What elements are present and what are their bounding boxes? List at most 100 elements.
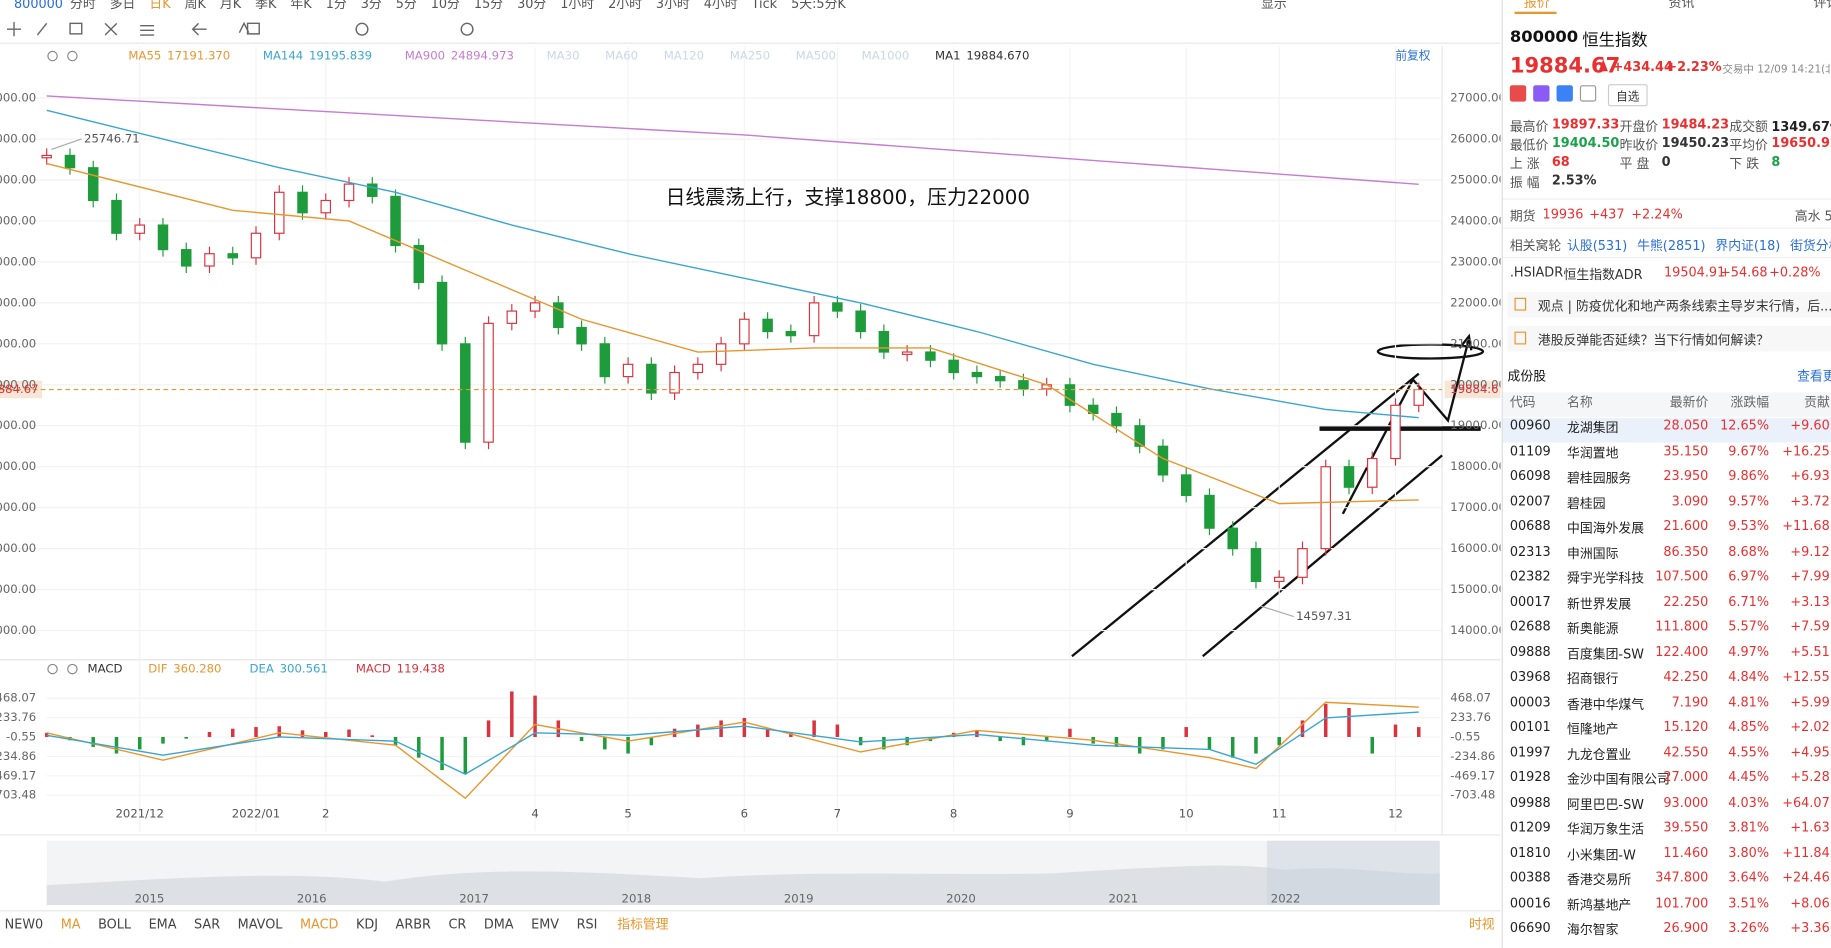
table-row[interactable]: 06690 海尔智家 26.900 3.26% +3.36 — [1503, 920, 1831, 945]
drawing-tools[interactable] — [7, 21, 474, 37]
indicator-tab[interactable]: MACD — [300, 917, 339, 932]
indicator-tab[interactable]: RSI — [577, 917, 598, 932]
table-row[interactable]: 06098 碧桂园服务 23.950 9.86% +6.93 — [1503, 468, 1831, 493]
tool-channel[interactable] — [140, 24, 155, 36]
panel-tab[interactable]: 评论 — [1813, 0, 1831, 11]
macd-bar — [1184, 727, 1188, 737]
tool-rect[interactable] — [69, 22, 83, 35]
news-item[interactable]: 观点 | 防疫优化和地产两条线索主导岁末行情，后... — [1507, 291, 1831, 318]
settings-icon[interactable] — [47, 663, 58, 675]
period-tab[interactable]: 15分 — [474, 0, 503, 12]
tool-text[interactable] — [238, 21, 260, 35]
legend-name-hidden[interactable]: MA120 — [664, 49, 704, 63]
indicator-tab[interactable]: DMA — [484, 917, 514, 932]
table-row[interactable]: 02007 碧桂园 3.090 9.57% +3.72 — [1503, 493, 1831, 518]
table-row[interactable]: 09988 阿里巴巴-SW 93.000 4.03% +64.07 — [1503, 795, 1831, 820]
close-icon[interactable] — [67, 663, 78, 675]
icon-badge[interactable] — [1533, 85, 1550, 102]
period-tab[interactable]: 1小时 — [560, 0, 594, 12]
table-row[interactable]: 01928 金沙中国有限公司 27.000 4.45% +5.28 — [1503, 770, 1831, 795]
indicator-tab[interactable]: BOLL — [98, 917, 132, 932]
indicator-tab[interactable]: MAVOL — [238, 917, 284, 932]
news-text[interactable]: 观点 | 防疫优化和地产两条线索主导岁末行情，后... — [1537, 298, 1831, 315]
warrant-link[interactable]: 街货分析 — [1790, 238, 1831, 254]
table-row[interactable]: 00688 中国海外发展 21.600 9.53% +11.68 — [1503, 518, 1831, 543]
icon-badge[interactable] — [1509, 85, 1527, 102]
period-tab[interactable]: 3分 — [361, 0, 382, 12]
table-row[interactable]: 01109 华润置地 35.150 9.67% +16.25 — [1503, 443, 1831, 468]
table-row[interactable]: 09888 百度集团-SW 122.400 4.97% +5.51 — [1503, 644, 1831, 669]
warrant-link[interactable]: 牛熊(2851) — [1637, 238, 1706, 254]
settings-icon[interactable] — [47, 50, 58, 62]
tool-circle[interactable] — [355, 22, 369, 36]
table-row[interactable]: 03968 招商银行 42.250 4.84% +12.55 — [1503, 669, 1831, 694]
news-item[interactable]: 港股反弹能否延续？当下行情如何解读？ — [1507, 325, 1831, 352]
legend-name-hidden[interactable]: MA30 — [547, 49, 580, 63]
candle — [832, 302, 843, 312]
icon-badge[interactable] — [1579, 85, 1597, 102]
adjust-mode[interactable]: 前复权 — [1395, 49, 1430, 63]
period-tab[interactable]: 多日 — [110, 0, 136, 12]
tool-settings[interactable] — [460, 22, 474, 36]
period-tab[interactable]: 10分 — [431, 0, 460, 12]
indicator-tab[interactable]: ARBR — [396, 917, 431, 932]
table-row[interactable]: 00017 新世界发展 22.250 6.71% +3.13 — [1503, 594, 1831, 619]
table-row[interactable]: 01209 华润万象生活 39.550 3.81% +1.63 — [1503, 820, 1831, 845]
indicator-tab[interactable]: SAR — [194, 917, 220, 932]
tool-line[interactable] — [36, 22, 48, 36]
overview-window[interactable] — [1266, 840, 1440, 905]
indicator-tab[interactable]: MA — [61, 917, 81, 932]
table-row[interactable]: 02382 舜宇光学科技 107.500 6.97% +7.99 — [1503, 569, 1831, 594]
warrant-link[interactable]: 认股(531) — [1567, 238, 1628, 254]
period-tab[interactable]: 5分 — [396, 0, 417, 12]
period-tab[interactable]: 2小时 — [608, 0, 642, 12]
period-tab[interactable]: 5天:5分K — [791, 0, 846, 12]
display-menu[interactable]: 显示 — [1261, 0, 1287, 12]
period-tab[interactable]: 4小时 — [704, 0, 738, 12]
indicator-tab[interactable]: CR — [448, 917, 466, 932]
cell: 01810 — [1509, 844, 1551, 861]
period-tab[interactable]: 周K — [185, 0, 207, 12]
indicator-tab[interactable]: KDJ — [356, 917, 378, 932]
indicator-tab[interactable]: EMV — [531, 917, 559, 932]
tool-cross[interactable] — [7, 22, 22, 37]
legend-name-hidden[interactable]: MA60 — [605, 49, 638, 63]
indicator-tab[interactable]: NEW0 — [5, 917, 44, 932]
warrant-link[interactable]: 界内证(18) — [1715, 238, 1781, 254]
period-tab[interactable]: 年K — [290, 0, 312, 12]
period-tab[interactable]: 月K — [220, 0, 242, 12]
table-row[interactable]: 00101 恒隆地产 15.120 4.85% +2.02 — [1503, 719, 1831, 744]
legend-name-hidden[interactable]: MA1000 — [862, 49, 910, 63]
period-tab[interactable]: 30分 — [517, 0, 546, 12]
period-tab[interactable]: 3小时 — [656, 0, 690, 12]
indicator-manage[interactable]: 指标管理 — [617, 917, 668, 932]
icon-badge[interactable] — [1556, 85, 1573, 102]
macd-bar — [858, 736, 863, 746]
legend-name-hidden[interactable]: MA500 — [796, 49, 836, 63]
indicator-tab[interactable]: EMA — [149, 917, 177, 932]
table-row[interactable]: 00388 香港交易所 347.800 3.64% +24.46 — [1503, 870, 1831, 895]
table-row[interactable]: 01997 九龙仓置业 42.550 4.55% +4.95 — [1503, 744, 1831, 769]
table-row[interactable]: 02313 申洲国际 86.350 8.68% +9.12 — [1503, 544, 1831, 569]
table-row[interactable]: 00003 香港中华煤气 7.190 4.81% +5.99 — [1503, 694, 1831, 719]
tool-arrow[interactable] — [191, 22, 207, 36]
legend-name-hidden[interactable]: MA250 — [730, 49, 770, 63]
tool-fib[interactable] — [104, 22, 118, 36]
view-switch[interactable]: 时视 — [1469, 917, 1495, 932]
period-tab[interactable]: Tick — [751, 0, 778, 12]
table-row[interactable]: 01810 小米集团-W 11.460 3.80% +11.84 — [1503, 845, 1831, 870]
news-text[interactable]: 港股反弹能否延续？当下行情如何解读？ — [1537, 332, 1770, 348]
panel-tab[interactable]: 资讯 — [1668, 0, 1695, 11]
period-tab[interactable]: 1分 — [326, 0, 347, 12]
watch-button[interactable]: 自选 — [1607, 84, 1648, 107]
period-tab[interactable]: 日K — [149, 0, 171, 12]
more-link[interactable]: 查看更多 — [1797, 368, 1831, 385]
close-icon[interactable] — [67, 50, 78, 62]
period-tab[interactable]: 分时 — [70, 0, 96, 12]
table-row[interactable]: 00960 龙湖集团 28.050 12.65% +9.60 — [1502, 418, 1831, 443]
table-row[interactable]: 00016 新鸿基地产 101.700 3.51% +8.06 — [1503, 895, 1831, 920]
period-tab[interactable]: 季K — [255, 0, 277, 12]
panel-tab[interactable]: 报价 — [1523, 0, 1550, 11]
table-row[interactable]: 02688 新奥能源 111.800 5.57% +7.59 — [1503, 619, 1831, 644]
y-tick-label: 26000.00 — [1450, 132, 1500, 146]
